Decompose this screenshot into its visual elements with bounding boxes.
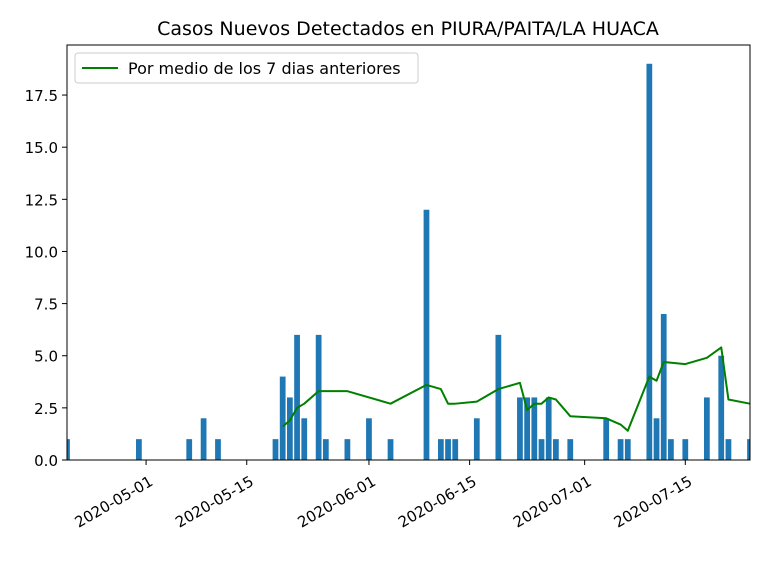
bar	[646, 63, 653, 460]
bar	[545, 397, 552, 460]
bar	[279, 376, 286, 460]
bar	[67, 439, 70, 460]
bar	[452, 439, 459, 460]
bar	[668, 439, 674, 460]
moving-average-line	[282, 346, 751, 432]
bar	[344, 439, 351, 460]
legend: Por medio de los 7 dias anteriores	[74, 52, 419, 84]
bar	[437, 439, 444, 460]
bar	[186, 439, 193, 460]
bar	[200, 418, 207, 460]
bar	[725, 439, 732, 460]
y-tick-label: 12.5	[25, 191, 58, 209]
y-tick-label: 2.5	[34, 400, 58, 418]
line-layer	[282, 346, 751, 432]
bar	[366, 418, 372, 460]
bar	[495, 334, 502, 460]
bar	[272, 439, 279, 460]
bar	[553, 439, 559, 460]
bar	[215, 439, 221, 460]
bar	[315, 334, 322, 460]
chart-title: Casos Nuevos Detectados en PIURA/PAITA/L…	[157, 18, 659, 40]
bar	[294, 334, 300, 460]
bar	[617, 439, 624, 460]
y-tick-label: 5.0	[34, 348, 58, 366]
y-tick-label: 15.0	[25, 139, 58, 157]
bar	[624, 439, 631, 460]
bar	[538, 439, 545, 460]
bar	[286, 397, 293, 460]
bars-layer	[67, 63, 750, 460]
bar	[387, 439, 394, 460]
bar	[718, 355, 725, 460]
bar	[517, 397, 523, 460]
plot-frame	[66, 44, 751, 461]
y-axis: 0.0 2.5 5.0 7.5 10.0 12.5 15.0 17.5	[25, 87, 67, 470]
y-tick-label: 0.0	[34, 452, 58, 470]
bar	[703, 397, 710, 460]
y-tick-label: 10.0	[25, 243, 58, 261]
bar	[682, 439, 689, 460]
bar	[747, 439, 750, 460]
bar	[531, 397, 538, 460]
bar	[322, 439, 329, 460]
bar	[301, 418, 308, 460]
bar	[653, 418, 660, 460]
y-tick-label: 7.5	[34, 296, 58, 314]
legend-box	[74, 52, 419, 84]
bar	[423, 209, 430, 460]
bar	[136, 439, 142, 460]
bar	[473, 418, 480, 460]
bar	[567, 439, 574, 460]
bar	[445, 439, 451, 460]
bar	[660, 314, 667, 460]
legend-label: Por medio de los 7 dias anteriores	[128, 59, 401, 78]
bar	[603, 418, 610, 460]
y-tick-label: 17.5	[25, 87, 58, 105]
bar	[524, 397, 531, 460]
